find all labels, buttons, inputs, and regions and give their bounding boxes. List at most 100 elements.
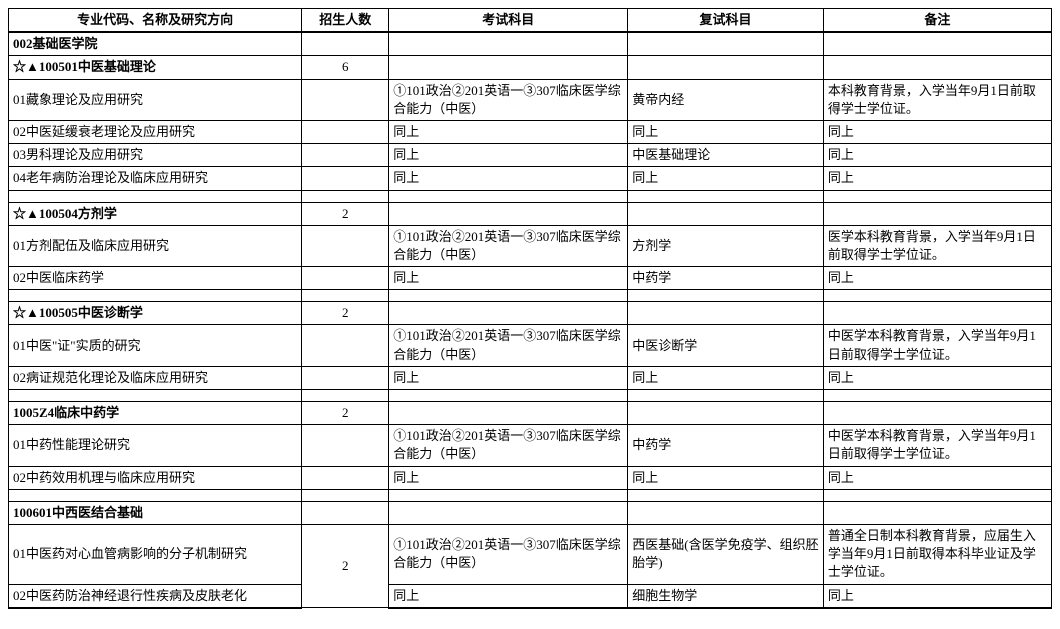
cell-remark: 同上 <box>823 144 1051 167</box>
cell-remark: 同上 <box>823 584 1051 608</box>
cell-exam: ①101政治②201英语一③307临床医学综合能力（中医） <box>389 225 628 266</box>
table-row: 1005Z4临床中药学2 <box>9 402 1052 425</box>
cell-exam <box>389 501 628 524</box>
cell-retest: 中药学 <box>628 425 824 466</box>
cell-exam <box>389 302 628 325</box>
cell-major: 02中医延缓衰老理论及应用研究 <box>9 120 302 143</box>
cell-major: ☆▲100505中医诊断学 <box>9 302 302 325</box>
cell-exam <box>389 56 628 79</box>
cell-remark <box>823 32 1051 56</box>
spacer-cell <box>389 190 628 202</box>
cell-exam: 同上 <box>389 120 628 143</box>
spacer-cell <box>9 489 302 501</box>
spacer-cell <box>9 290 302 302</box>
table-row: ☆▲100501中医基础理论6 <box>9 56 1052 79</box>
table-body: 002基础医学院☆▲100501中医基础理论601藏象理论及应用研究 ①101政治… <box>9 32 1052 608</box>
spacer-cell <box>628 290 824 302</box>
cell-count <box>302 144 389 167</box>
cell-count: 2 <box>302 302 389 325</box>
cell-retest <box>628 302 824 325</box>
cell-count: 2 <box>302 202 389 225</box>
cell-major: 01中医"证"实质的研究 <box>9 325 302 366</box>
cell-exam: 同上 <box>389 466 628 489</box>
cell-exam: ①101政治②201英语一③307临床医学综合能力（中医） <box>389 425 628 466</box>
table-row: 03男科理论及应用研究 同上中医基础理论同上 <box>9 144 1052 167</box>
cell-retest <box>628 402 824 425</box>
table-row: 01藏象理论及应用研究 ①101政治②201英语一③307临床医学综合能力（中医）… <box>9 79 1052 120</box>
table-row <box>9 489 1052 501</box>
cell-count: 2 <box>302 402 389 425</box>
table-row: 02中药效用机理与临床应用研究同上同上同上 <box>9 466 1052 489</box>
spacer-cell <box>628 489 824 501</box>
cell-major: 04老年病防治理论及临床应用研究 <box>9 167 302 190</box>
table-row: 002基础医学院 <box>9 32 1052 56</box>
cell-count <box>302 79 389 120</box>
spacer-cell <box>302 390 389 402</box>
cell-remark <box>823 202 1051 225</box>
cell-count: 2 <box>302 524 389 607</box>
cell-count <box>302 120 389 143</box>
cell-remark: 中医学本科教育背景，入学当年9月1日前取得学士学位证。 <box>823 325 1051 366</box>
cell-major: 01中药性能理论研究 <box>9 425 302 466</box>
cell-exam: ①101政治②201英语一③307临床医学综合能力（中医） <box>389 325 628 366</box>
cell-remark: 同上 <box>823 366 1051 389</box>
cell-major: ☆▲100504方剂学 <box>9 202 302 225</box>
cell-retest: 细胞生物学 <box>628 584 824 608</box>
cell-exam: 同上 <box>389 144 628 167</box>
spacer-cell <box>9 390 302 402</box>
table-row: 02中医药防治神经退行性疾病及皮肤老化 同上细胞生物学同上 <box>9 584 1052 608</box>
cell-exam <box>389 32 628 56</box>
cell-remark: 本科教育背景，入学当年9月1日前取得学士学位证。 <box>823 79 1051 120</box>
cell-exam: ①101政治②201英语一③307临床医学综合能力（中医） <box>389 79 628 120</box>
table-row: 02中医延缓衰老理论及应用研究同上同上同上 <box>9 120 1052 143</box>
cell-major: ☆▲100501中医基础理论 <box>9 56 302 79</box>
cell-retest <box>628 32 824 56</box>
cell-remark: 同上 <box>823 120 1051 143</box>
cell-remark <box>823 302 1051 325</box>
cell-major: 01藏象理论及应用研究 <box>9 79 302 120</box>
header-major: 专业代码、名称及研究方向 <box>9 9 302 33</box>
cell-exam: 同上 <box>389 584 628 608</box>
table-row: 100601中西医结合基础 <box>9 501 1052 524</box>
cell-retest: 同上 <box>628 120 824 143</box>
cell-exam <box>389 202 628 225</box>
table-row <box>9 190 1052 202</box>
table-row: 02病证规范化理论及临床应用研究同上同上同上 <box>9 366 1052 389</box>
cell-retest: 方剂学 <box>628 225 824 266</box>
cell-count <box>302 425 389 466</box>
admissions-table: 专业代码、名称及研究方向 招生人数 考试科目 复试科目 备注 002基础医学院☆… <box>8 8 1052 609</box>
cell-retest <box>628 202 824 225</box>
cell-count <box>302 501 389 524</box>
cell-remark: 医学本科教育背景，入学当年9月1日前取得学士学位证。 <box>823 225 1051 266</box>
spacer-cell <box>389 489 628 501</box>
cell-major: 02中药效用机理与临床应用研究 <box>9 466 302 489</box>
cell-count <box>302 325 389 366</box>
table-row: 02中医临床药学同上中药学同上 <box>9 267 1052 290</box>
spacer-cell <box>823 290 1051 302</box>
cell-retest: 中医基础理论 <box>628 144 824 167</box>
cell-exam: ①101政治②201英语一③307临床医学综合能力（中医） <box>389 524 628 584</box>
cell-retest <box>628 56 824 79</box>
spacer-cell <box>389 390 628 402</box>
cell-count <box>302 32 389 56</box>
table-row: 01中医"证"实质的研究 ①101政治②201英语一③307临床医学综合能力（中医… <box>9 325 1052 366</box>
cell-count: 6 <box>302 56 389 79</box>
cell-count <box>302 466 389 489</box>
cell-count <box>302 167 389 190</box>
spacer-cell <box>823 390 1051 402</box>
table-row: ☆▲100505中医诊断学2 <box>9 302 1052 325</box>
cell-remark <box>823 56 1051 79</box>
cell-exam: 同上 <box>389 267 628 290</box>
cell-retest: 同上 <box>628 167 824 190</box>
cell-retest: 西医基础(含医学免疫学、组织胚胎学) <box>628 524 824 584</box>
spacer-cell <box>302 290 389 302</box>
spacer-cell <box>302 489 389 501</box>
cell-remark: 同上 <box>823 466 1051 489</box>
table-row: ☆▲100504方剂学2 <box>9 202 1052 225</box>
spacer-cell <box>389 290 628 302</box>
cell-major: 02中医药防治神经退行性疾病及皮肤老化 <box>9 584 302 608</box>
cell-major: 03男科理论及应用研究 <box>9 144 302 167</box>
cell-retest: 中药学 <box>628 267 824 290</box>
cell-major: 1005Z4临床中药学 <box>9 402 302 425</box>
cell-remark <box>823 402 1051 425</box>
